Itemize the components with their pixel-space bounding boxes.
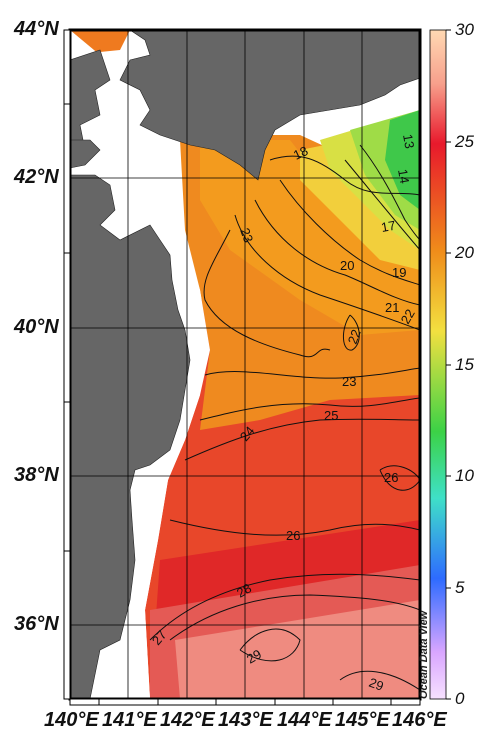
lat-label: 42°N — [14, 166, 59, 188]
colorbar-tick-label: 30 — [455, 20, 474, 39]
lon-label: 145°E — [335, 709, 390, 731]
contour-label: 28 — [234, 580, 254, 600]
honshu — [70, 174, 191, 699]
isotherm-22b — [203, 229, 331, 358]
isotherm-25 — [184, 418, 420, 461]
contour-label: 23 — [342, 374, 356, 389]
contour-label: 29 — [367, 675, 386, 694]
tsugaru-land — [70, 139, 101, 169]
lon-label: 144°E — [277, 709, 332, 731]
hokkaido — [119, 30, 420, 181]
isotherm-28 — [169, 594, 420, 641]
contour-label-group: 18 14 13 17 19 20 21 22 23 22 23 24 25 2… — [149, 133, 418, 694]
isotherm-27 — [149, 573, 420, 641]
lon-label: 146°E — [392, 709, 447, 731]
colorbar-tick-label: 20 — [455, 243, 474, 262]
ocean-data-view-credit: Ocean Data View — [418, 610, 430, 699]
lat-label: 40°N — [14, 316, 59, 338]
isotherm-23 — [204, 367, 420, 379]
contour-label: 17 — [380, 218, 397, 235]
graticule — [70, 30, 420, 699]
isotherms — [149, 144, 420, 691]
lon-label: 140°E — [44, 709, 99, 731]
contour-label: 18 — [291, 143, 310, 163]
lon-label: 143°E — [218, 709, 273, 731]
contour-label: 13 — [400, 133, 417, 150]
contour-label: 20 — [340, 258, 354, 273]
colorbar-tick-label: 10 — [455, 466, 474, 485]
lon-label: 141°E — [102, 709, 157, 731]
isotherm-29 — [239, 628, 301, 662]
land — [70, 30, 420, 699]
contour-label: 22 — [345, 327, 364, 346]
isotherm-18 — [269, 155, 420, 196]
contour-label: 14 — [395, 168, 412, 185]
isotherm-26 — [169, 519, 420, 536]
colorbar-tick-label: 5 — [455, 578, 465, 597]
isotherm-19 — [279, 179, 420, 286]
lat-label: 38°N — [14, 464, 59, 486]
contour-label: 22 — [398, 306, 418, 326]
colorbar-tick-label: 0 — [455, 689, 465, 708]
isotherm-17 — [344, 159, 420, 251]
temperature-field — [70, 30, 420, 699]
frame-ticks — [64, 103, 392, 705]
contour-label: 25 — [324, 408, 338, 423]
colorbar-tick-label: 25 — [455, 132, 474, 151]
contour-label: 29 — [244, 646, 264, 666]
isotherm-20 — [254, 199, 420, 306]
isotherm-21 — [234, 214, 420, 331]
lon-label: 142°E — [160, 709, 215, 731]
contour-label: 26 — [384, 470, 398, 485]
colorbar-tick-label: 15 — [455, 355, 474, 374]
lat-label: 36°N — [14, 613, 59, 635]
contour-label: 26 — [286, 528, 300, 543]
isotherm-22 — [343, 314, 360, 351]
colorbar — [429, 29, 447, 700]
isotherm-29b — [339, 670, 420, 691]
contour-label: 19 — [392, 265, 406, 280]
isotherm-14 — [359, 144, 420, 241]
contour-label: 23 — [237, 226, 256, 245]
isotherm-24 — [199, 397, 420, 421]
contour-label: 21 — [385, 300, 399, 315]
lat-label: 44°N — [14, 18, 59, 40]
colorbar-ticks — [446, 29, 451, 700]
